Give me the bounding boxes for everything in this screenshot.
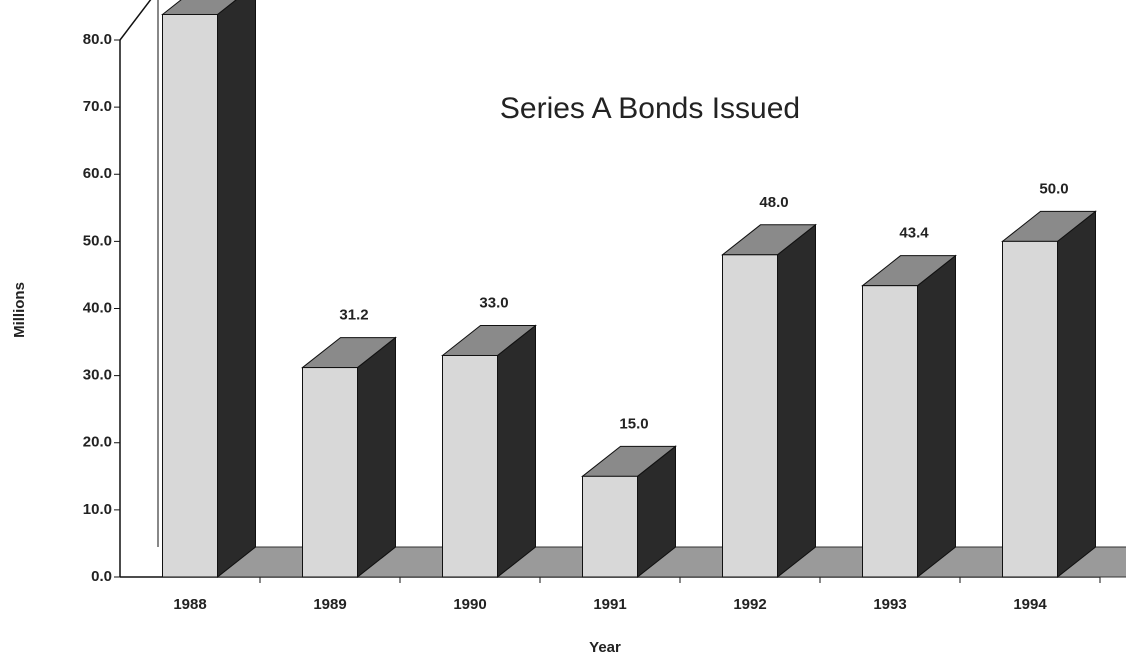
value-label: 31.2	[339, 307, 368, 324]
y-tick-label: 80.0	[83, 31, 112, 48]
y-tick-label: 0.0	[91, 568, 112, 585]
bar	[303, 368, 358, 577]
bar-side	[778, 225, 816, 577]
chart-title: Series A Bonds Issued	[500, 92, 800, 125]
y-axis-label: Millions	[11, 282, 28, 338]
x-axis-label: Year	[589, 639, 621, 656]
bar-side	[1058, 211, 1096, 577]
bar-side	[498, 325, 536, 577]
value-label: 15.0	[619, 415, 648, 432]
bar-side	[358, 338, 396, 577]
x-tick-label: 1988	[173, 596, 206, 613]
x-tick-label: 1994	[1013, 596, 1047, 613]
x-tick-label: 1990	[453, 596, 486, 613]
bar	[583, 476, 638, 577]
bar	[443, 355, 498, 577]
x-tick-label: 1989	[313, 596, 346, 613]
y-tick-label: 30.0	[83, 367, 112, 384]
value-label: 33.0	[479, 294, 508, 311]
bar	[163, 14, 218, 577]
x-tick-label: 1991	[593, 596, 626, 613]
value-label: 48.0	[759, 194, 788, 211]
y-tick-label: 20.0	[83, 434, 112, 451]
bar	[1003, 241, 1058, 577]
bar	[723, 255, 778, 577]
bar-side	[918, 256, 956, 577]
y-tick-label: 60.0	[83, 165, 112, 182]
y-tick-label: 70.0	[83, 98, 112, 115]
bar-side	[218, 0, 256, 577]
back-wall-edge	[120, 0, 158, 40]
x-tick-label: 1992	[733, 596, 766, 613]
value-label: 50.0	[1039, 180, 1068, 197]
x-tick-label: 1993	[873, 596, 906, 613]
bar	[863, 286, 918, 577]
y-tick-label: 40.0	[83, 299, 112, 316]
y-tick-label: 10.0	[83, 501, 112, 518]
value-label: 43.4	[899, 225, 929, 242]
y-tick-label: 50.0	[83, 232, 112, 249]
